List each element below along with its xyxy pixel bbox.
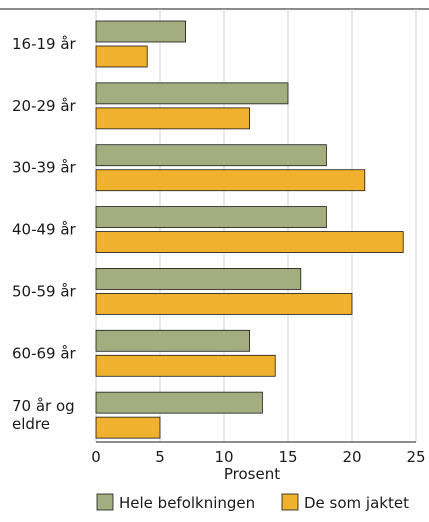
bar-hele-befolkningen-2: [95, 144, 327, 167]
category-labels: 16-19 år 20-29 år 30-39 år 40-49 år 50-59 år…: [12, 35, 77, 433]
x-tick-label: 0: [91, 448, 101, 466]
bar-hele-befolkningen-4: [95, 268, 302, 290]
bar-hele-befolkningen-6: [95, 391, 263, 414]
category-label-0: 16-19 år: [12, 35, 77, 53]
category-label-1: 20-29 år: [12, 97, 77, 115]
legend-label-1: De som jaktet: [304, 494, 409, 512]
category-label-line: 16-19 år: [12, 35, 77, 53]
x-tick-label: 20: [342, 448, 361, 466]
bar-hele-befolkningen-5: [95, 329, 251, 352]
x-tick-labels: 0 5 10 15 20 25: [91, 448, 425, 466]
bar-de-som-jaktet-5: [95, 354, 276, 377]
category-label-line: 40-49 år: [12, 221, 77, 239]
bar-de-som-jaktet-0: [95, 45, 148, 68]
x-tick-label: 5: [155, 448, 165, 466]
bars: [95, 20, 404, 439]
legend-label-0: Hele befolkningen: [119, 494, 255, 512]
bar-de-som-jaktet-3: [95, 231, 404, 253]
x-tick-label: 15: [278, 448, 297, 466]
x-tick-label: 25: [406, 448, 425, 466]
category-label-line: 20-29 år: [12, 97, 77, 115]
category-label-4: 50-59 år: [12, 282, 77, 300]
bar-hele-befolkningen-1: [95, 82, 289, 105]
category-label-line: 60-69 år: [12, 344, 77, 362]
category-label-2: 30-39 år: [12, 159, 77, 177]
bar-de-som-jaktet-2: [95, 169, 366, 192]
bar-de-som-jaktet-4: [95, 293, 353, 315]
legend: Hele befolkningen De som jaktet: [96, 493, 409, 512]
category-label-line: eldre: [12, 415, 50, 433]
bar-hele-befolkningen-0: [95, 20, 186, 43]
bar-hele-befolkningen-3: [95, 206, 327, 228]
x-axis-label: Prosent: [224, 465, 280, 483]
category-label-3: 40-49 år: [12, 221, 77, 239]
legend-swatch-0: [96, 493, 114, 511]
legend-swatch-1: [281, 493, 299, 511]
category-label-line: 30-39 år: [12, 159, 77, 177]
bar-de-som-jaktet-6: [95, 416, 161, 439]
bar-de-som-jaktet-1: [95, 107, 251, 130]
category-label-line: 70 år og: [12, 397, 75, 415]
category-label-line: 50-59 år: [12, 282, 77, 300]
x-tick-label: 10: [214, 448, 233, 466]
category-label-5: 60-69 år: [12, 344, 77, 362]
